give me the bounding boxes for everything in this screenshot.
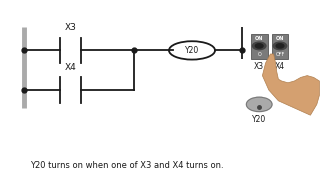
Circle shape bbox=[276, 44, 284, 48]
Text: OFF: OFF bbox=[276, 52, 284, 57]
Text: X4: X4 bbox=[275, 62, 285, 71]
Text: O: O bbox=[257, 52, 261, 57]
Text: X3: X3 bbox=[64, 23, 76, 32]
Text: X4: X4 bbox=[65, 63, 76, 72]
Circle shape bbox=[246, 97, 272, 112]
Text: Y20: Y20 bbox=[252, 115, 266, 124]
Polygon shape bbox=[262, 54, 319, 115]
Text: X3: X3 bbox=[254, 62, 264, 71]
Text: Y20 turns on when one of X3 and X4 turns on.: Y20 turns on when one of X3 and X4 turns… bbox=[29, 161, 223, 170]
Circle shape bbox=[273, 42, 287, 50]
FancyBboxPatch shape bbox=[272, 34, 288, 59]
Text: ON: ON bbox=[255, 36, 263, 41]
Text: ON: ON bbox=[276, 36, 284, 41]
Circle shape bbox=[252, 42, 266, 50]
Text: Y20: Y20 bbox=[185, 46, 199, 55]
Circle shape bbox=[255, 44, 263, 48]
FancyBboxPatch shape bbox=[251, 34, 268, 59]
